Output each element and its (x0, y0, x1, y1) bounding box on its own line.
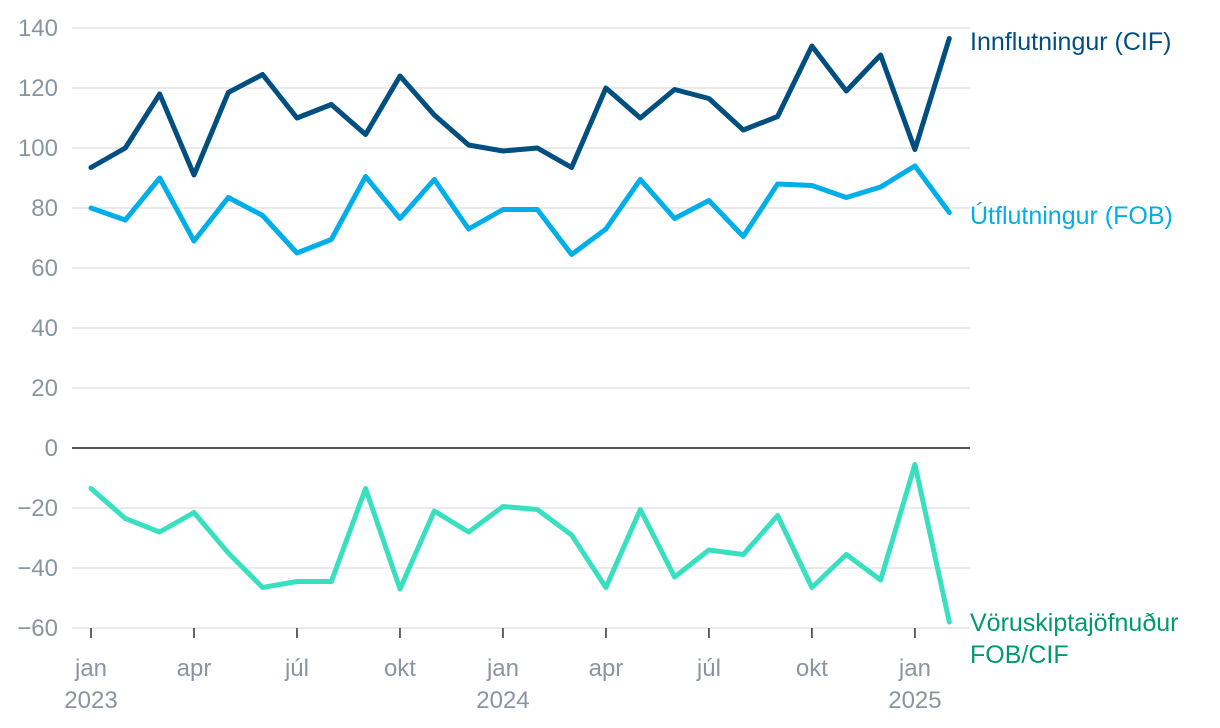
series-label-line: Innflutningur (CIF) (970, 28, 1171, 56)
y-tick-label: 20 (31, 375, 58, 402)
series-line-1 (88, 36, 952, 178)
y-tick-label: 100 (18, 135, 58, 162)
y-tick-label: 80 (31, 195, 58, 222)
series-label-1: Innflutningur (CIF) (970, 28, 1171, 56)
x-tick-label: apr (589, 655, 624, 682)
x-tick-label: jan (898, 655, 931, 682)
y-tick-label: 60 (31, 255, 58, 282)
x-tick-label: apr (177, 655, 212, 682)
y-tick-label: −60 (17, 615, 58, 642)
series-lines (88, 36, 952, 625)
gridlines (72, 27, 970, 629)
y-tick-label: 120 (18, 75, 58, 102)
y-axis-ticks: 140 120 100 80 60 40 20 0 −20 −40 −60 (17, 15, 58, 642)
series-line-2 (88, 163, 952, 257)
x-tick-label: jan (74, 655, 107, 682)
series-label-3: Vöruskiptajöfnuður FOB/CIF (970, 609, 1178, 669)
x-tick-year-label: 2023 (64, 687, 117, 714)
x-tick-label: okt (796, 655, 828, 682)
x-tick-year-label: 2025 (888, 687, 941, 714)
x-tick-label: júl (284, 655, 309, 682)
series-labels: Innflutningur (CIF) Útflutningur (FOB) Vör… (970, 28, 1178, 669)
y-tick-label: 140 (18, 15, 58, 42)
y-tick-label: −20 (17, 495, 58, 522)
x-tick-label: júl (696, 655, 721, 682)
series-label-2: Útflutningur (FOB) (970, 201, 1173, 230)
x-tick-label: jan (486, 655, 519, 682)
y-tick-label: −40 (17, 555, 58, 582)
series-label-line: FOB/CIF (970, 641, 1069, 669)
x-tick-year-label: 2024 (476, 687, 529, 714)
x-tick-label: okt (384, 655, 416, 682)
series-line-3 (88, 462, 952, 625)
y-tick-label: 40 (31, 315, 58, 342)
series-label-line: Útflutningur (FOB) (970, 201, 1173, 230)
series-label-line: Vöruskiptajöfnuður (970, 609, 1178, 637)
x-axis: jan 2023 apr júl okt jan 2024 apr júl okt jan 2025 (64, 628, 942, 714)
y-tick-label: 0 (45, 435, 58, 462)
